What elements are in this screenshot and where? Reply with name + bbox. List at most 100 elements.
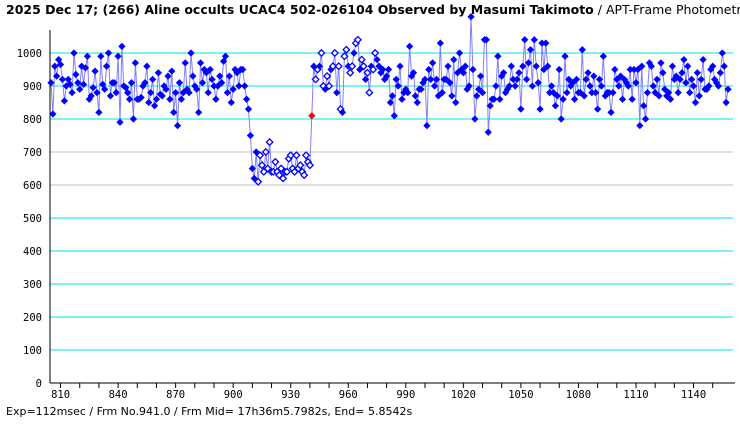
data-point bbox=[87, 92, 95, 100]
data-point bbox=[375, 62, 383, 70]
data-point bbox=[179, 88, 187, 97]
data-point bbox=[649, 82, 657, 90]
data-point bbox=[578, 46, 586, 54]
data-point bbox=[125, 95, 134, 103]
data-point bbox=[425, 65, 433, 74]
data-point bbox=[55, 55, 63, 64]
x-tick-label: 1080 bbox=[566, 389, 591, 401]
data-point bbox=[687, 75, 696, 84]
data-point bbox=[615, 82, 623, 90]
data-point bbox=[333, 88, 341, 97]
data-point bbox=[434, 92, 443, 100]
data-point bbox=[467, 13, 475, 21]
data-point bbox=[599, 52, 607, 60]
data-point bbox=[257, 161, 267, 170]
data-point bbox=[634, 65, 642, 74]
data-point bbox=[301, 151, 311, 160]
data-point bbox=[632, 79, 640, 87]
series-line bbox=[50, 16, 729, 182]
data-point bbox=[158, 92, 166, 100]
data-point bbox=[223, 88, 232, 97]
data-point bbox=[557, 115, 565, 123]
data-point bbox=[357, 55, 366, 64]
data-point bbox=[427, 75, 435, 84]
data-point bbox=[206, 65, 214, 74]
data-point bbox=[724, 85, 732, 93]
data-point bbox=[668, 62, 677, 70]
data-point bbox=[68, 88, 76, 97]
data-point bbox=[676, 75, 684, 84]
data-point bbox=[563, 88, 571, 97]
chart-title-main: 2025 Dec 17; (266) Aline occults UCAC4 5… bbox=[6, 2, 594, 17]
data-point bbox=[93, 88, 101, 97]
data-point bbox=[396, 62, 404, 70]
data-point bbox=[417, 85, 425, 93]
data-point bbox=[476, 72, 485, 80]
data-point bbox=[106, 92, 115, 100]
x-tick-label: 990 bbox=[396, 389, 415, 401]
data-point bbox=[628, 95, 636, 103]
chart-title-suffix: / APT-Frame Photometry / bbox=[597, 2, 740, 17]
data-point bbox=[521, 36, 529, 44]
data-point bbox=[154, 69, 162, 77]
data-point bbox=[461, 62, 469, 70]
data-point bbox=[218, 79, 226, 87]
data-point bbox=[193, 85, 201, 93]
data-point bbox=[110, 79, 118, 87]
data-point bbox=[227, 98, 235, 107]
x-tick-label: 1140 bbox=[681, 389, 706, 401]
data-point bbox=[278, 174, 288, 183]
x-tick-label: 1110 bbox=[623, 389, 648, 401]
data-point bbox=[346, 68, 355, 77]
data-point bbox=[576, 88, 584, 97]
data-point bbox=[323, 71, 332, 81]
data-point bbox=[680, 55, 688, 64]
data-point bbox=[423, 121, 431, 130]
data-point bbox=[636, 121, 644, 130]
data-point bbox=[78, 62, 86, 70]
data-point bbox=[523, 75, 531, 84]
data-point bbox=[532, 62, 540, 70]
series-polyline bbox=[50, 16, 729, 182]
data-point bbox=[536, 105, 544, 113]
data-point bbox=[282, 167, 292, 176]
data-point bbox=[340, 52, 349, 61]
data-point bbox=[330, 48, 339, 58]
data-point bbox=[593, 105, 602, 113]
data-point bbox=[189, 72, 197, 80]
data-point bbox=[471, 115, 479, 123]
data-point bbox=[379, 65, 387, 74]
data-point bbox=[235, 82, 243, 90]
data-point bbox=[446, 79, 454, 87]
data-point bbox=[469, 65, 477, 74]
data-point bbox=[429, 59, 437, 67]
data-point bbox=[544, 62, 552, 70]
data-point bbox=[177, 95, 186, 103]
data-point bbox=[609, 88, 617, 97]
data-point bbox=[219, 57, 228, 65]
data-point bbox=[168, 67, 176, 75]
data-point bbox=[170, 108, 178, 117]
data-point bbox=[716, 69, 724, 77]
data-point bbox=[95, 108, 103, 117]
data-point bbox=[292, 151, 301, 160]
data-point bbox=[265, 137, 274, 147]
data-point bbox=[311, 75, 320, 84]
data-point bbox=[718, 49, 726, 57]
axes: 0 100 200 300 400 500 600 700 800 900 1000 810 840 87… bbox=[17, 30, 735, 401]
data-point bbox=[551, 102, 560, 110]
data-point bbox=[693, 69, 701, 77]
data-point bbox=[116, 118, 124, 126]
data-point bbox=[638, 62, 646, 70]
data-point bbox=[640, 102, 648, 110]
data-point bbox=[505, 82, 514, 90]
data-point bbox=[244, 105, 253, 113]
data-point bbox=[699, 55, 707, 64]
data-point bbox=[475, 85, 483, 93]
data-point bbox=[507, 62, 515, 70]
data-point bbox=[569, 79, 577, 87]
data-point bbox=[97, 52, 105, 60]
data-point bbox=[147, 88, 155, 97]
data-point bbox=[175, 79, 184, 87]
data-point bbox=[342, 45, 351, 54]
